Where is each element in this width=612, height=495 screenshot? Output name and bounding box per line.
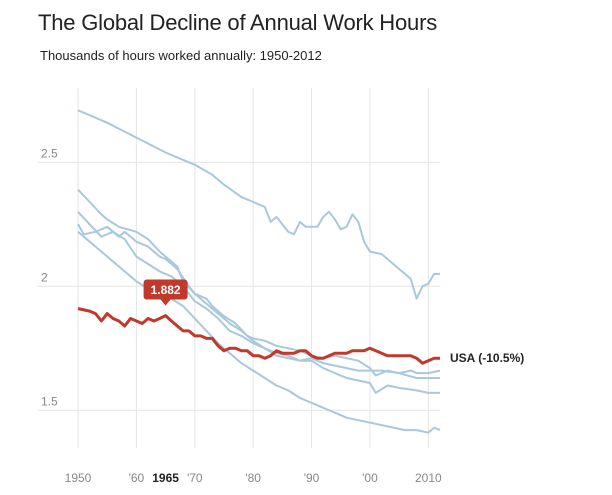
series-line-2 <box>77 188 441 377</box>
callout-pointer <box>160 299 171 306</box>
series-line-5 <box>77 231 441 434</box>
grid <box>38 88 440 448</box>
highlight-series: USA (-10.5%) 1.882 <box>77 279 524 365</box>
callout-box <box>143 279 188 300</box>
chart-title: The Global Decline of Annual Work Hours <box>38 10 437 35</box>
y-tick-label: 1.5 <box>41 394 58 408</box>
series-line-4 <box>77 223 440 394</box>
usa-series-line <box>77 307 440 365</box>
x-tick-label: 1950 <box>65 471 92 485</box>
x-tick-label: 2010 <box>415 471 442 485</box>
x-tick-label: '00 <box>362 471 378 485</box>
x-tick-label: '60 <box>129 471 145 485</box>
x-tick-label: '80 <box>245 471 261 485</box>
x-tick-label: '90 <box>304 471 320 485</box>
x-tick-label: '70 <box>187 471 203 485</box>
series-line-1 <box>77 109 440 300</box>
chart-subtitle: Thousands of hours worked annually: 1950… <box>40 48 322 63</box>
y-tick-label: 2.5 <box>41 146 58 160</box>
x-tick-label-highlight: 1965 <box>152 471 179 485</box>
series-line-3 <box>77 211 440 379</box>
axis-labels: 1950 '60 1965 '70 '80 '90 '00 2010 1.5 2 2.5 <box>41 146 442 485</box>
usa-series-label: USA (-10.5%) <box>450 351 524 365</box>
callout-value: 1.882 <box>151 283 181 297</box>
series-lines <box>77 109 441 434</box>
y-tick-label: 2 <box>41 270 48 284</box>
value-callout: 1.882 <box>143 279 188 306</box>
